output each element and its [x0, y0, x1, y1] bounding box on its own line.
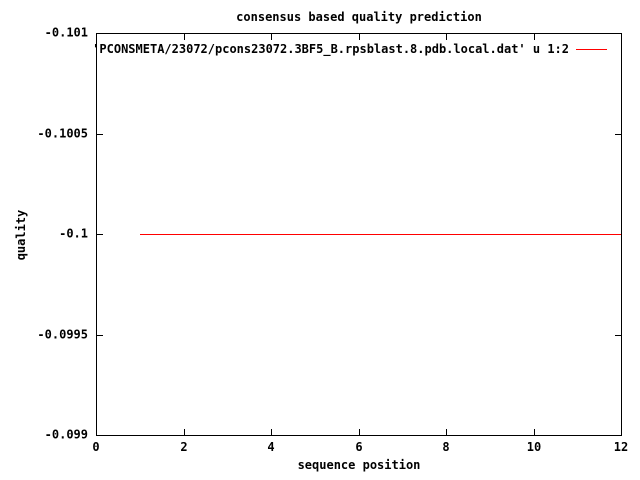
- y-tick-mark: [97, 134, 103, 135]
- x-tick-label: 0: [92, 440, 100, 454]
- data-series-line: [140, 234, 621, 235]
- y-tick-label: -0.0995: [37, 327, 88, 342]
- x-tick-mark: [534, 429, 535, 435]
- y-tick-mark-mirror: [615, 134, 621, 135]
- x-tick-mark-mirror: [96, 34, 97, 40]
- x-tick-mark: [184, 429, 185, 435]
- chart-title: consensus based quality prediction: [236, 10, 482, 24]
- y-tick-label: -0.1: [59, 226, 88, 241]
- x-tick-mark-mirror: [621, 34, 622, 40]
- legend: 'PCONSMETA/23072/pcons23072.3BF5_B.rpsbl…: [92, 42, 607, 56]
- y-tick-mark: [97, 435, 103, 436]
- y-tick-label: -0.1005: [37, 126, 88, 141]
- x-tick-mark-mirror: [271, 34, 272, 40]
- x-tick-label: 4: [267, 440, 275, 454]
- x-tick-label: 2: [180, 440, 188, 454]
- x-tick-mark: [96, 429, 97, 435]
- y-tick-mark: [97, 335, 103, 336]
- x-tick-label: 8: [442, 440, 450, 454]
- x-tick-mark: [359, 429, 360, 435]
- legend-series-label: 'PCONSMETA/23072/pcons23072.3BF5_B.rpsbl…: [92, 42, 569, 56]
- legend-line-sample: [576, 48, 607, 50]
- y-tick-mark-mirror: [615, 335, 621, 336]
- x-tick-label: 6: [355, 440, 363, 454]
- x-tick-label: 12: [613, 440, 629, 454]
- x-tick-mark-mirror: [446, 34, 447, 40]
- y-tick-mark-mirror: [615, 435, 621, 436]
- y-tick-label: -0.101: [44, 25, 88, 40]
- x-tick-mark-mirror: [534, 34, 535, 40]
- x-tick-mark: [621, 429, 622, 435]
- x-tick-mark-mirror: [184, 34, 185, 40]
- x-tick-label: 10: [526, 440, 542, 454]
- plot-area: [96, 33, 622, 436]
- y-tick-label: -0.099: [44, 427, 88, 442]
- x-axis-title: sequence position: [297, 458, 421, 472]
- y-tick-mark: [97, 234, 103, 235]
- x-tick-mark-mirror: [359, 34, 360, 40]
- x-tick-mark: [271, 429, 272, 435]
- y-axis-title: quality: [14, 209, 28, 261]
- x-tick-mark: [446, 429, 447, 435]
- y-tick-mark: [97, 33, 103, 34]
- y-tick-mark-mirror: [615, 33, 621, 34]
